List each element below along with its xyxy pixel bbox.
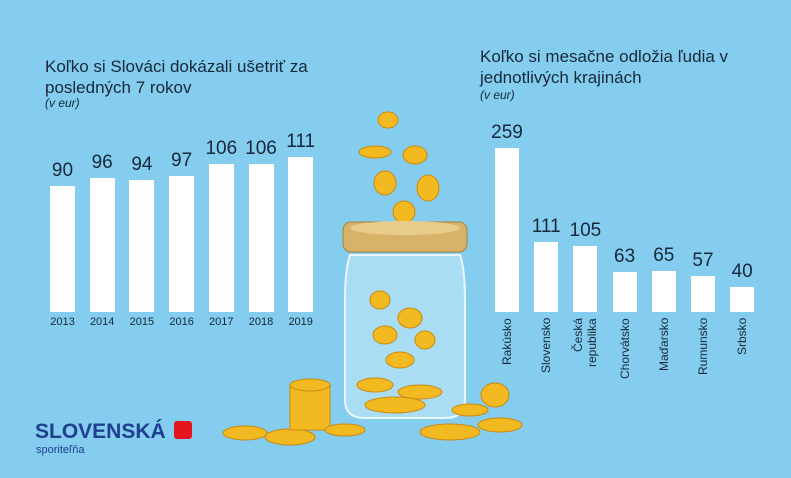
chart-subtitle: (v eur) bbox=[480, 88, 515, 102]
brand-name: SLOVENSKÁ bbox=[35, 420, 166, 443]
bar bbox=[651, 270, 676, 312]
value-label: 57 bbox=[692, 249, 714, 271]
value-label: 94 bbox=[131, 154, 153, 176]
bar bbox=[612, 272, 637, 312]
value-label: 106 bbox=[205, 137, 238, 159]
value-label: 90 bbox=[51, 160, 74, 181]
bar bbox=[50, 186, 75, 312]
chart-title: Koľko si Slováci dokázali ušetriť za pos… bbox=[45, 57, 308, 97]
bar bbox=[89, 177, 115, 312]
value-label: 111 bbox=[286, 130, 316, 152]
x-tick-label: 2019 bbox=[288, 316, 313, 328]
bar bbox=[288, 156, 314, 312]
bar bbox=[730, 286, 755, 312]
x-tick-label: Chorvátsko bbox=[617, 318, 632, 379]
value-label: 106 bbox=[245, 137, 277, 159]
x-tick-label: 2014 bbox=[89, 316, 115, 328]
x-tick-label: Srbsko bbox=[735, 318, 750, 356]
brand-logo bbox=[174, 421, 192, 439]
x-tick-label: 2016 bbox=[169, 316, 194, 328]
bar bbox=[573, 245, 598, 312]
chart-subtitle: (v eur) bbox=[45, 96, 80, 110]
bar bbox=[169, 176, 195, 312]
value-label: 259 bbox=[491, 122, 523, 144]
value-label: 105 bbox=[569, 219, 602, 241]
value-label: 65 bbox=[653, 244, 675, 266]
value-label: 96 bbox=[91, 151, 113, 173]
x-tick-label: Rumunsko bbox=[696, 318, 710, 376]
bar bbox=[534, 241, 559, 312]
x-tick-label: 2013 bbox=[50, 316, 75, 328]
value-label: 97 bbox=[171, 150, 193, 172]
bar bbox=[691, 275, 715, 312]
bar bbox=[129, 180, 155, 312]
value-label: 40 bbox=[731, 260, 753, 282]
x-tick-label: 2017 bbox=[209, 316, 234, 328]
x-tick-label: Česká republika bbox=[571, 318, 600, 367]
x-tick-label: Slovensko bbox=[539, 318, 554, 374]
value-label: 63 bbox=[614, 246, 636, 268]
value-label: 111 bbox=[531, 215, 561, 237]
x-tick-label: Maďarsko bbox=[656, 318, 671, 372]
x-tick-label: Rakúsko bbox=[500, 318, 514, 365]
chart-title: Koľko si mesačne odložia ľudia v jednotl… bbox=[480, 47, 729, 87]
x-tick-label: 2015 bbox=[129, 316, 155, 328]
x-tick-label: 2018 bbox=[248, 316, 274, 328]
bar bbox=[495, 148, 519, 312]
bar bbox=[208, 163, 234, 312]
bar bbox=[248, 163, 274, 312]
brand-sub: sporiteľňa bbox=[36, 444, 85, 456]
